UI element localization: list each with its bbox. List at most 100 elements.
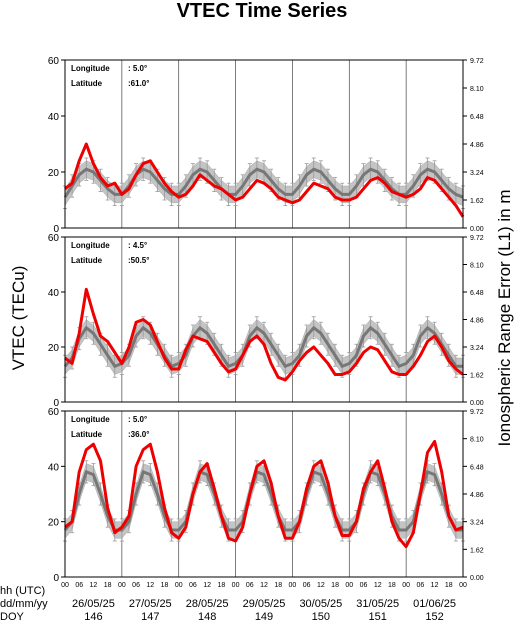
hour-tick-label: 12 — [431, 582, 439, 589]
date-label: 26/05/25 — [72, 598, 115, 610]
latitude-label: Latitude — [71, 430, 103, 439]
right-tick-label: 9.72 — [470, 409, 484, 416]
hour-tick-label: 18 — [331, 582, 339, 589]
hour-tick-label: 06 — [416, 582, 424, 589]
right-tick-label: 3.24 — [470, 170, 484, 177]
right-tick-label: 0.00 — [470, 575, 484, 582]
hour-tick-label: 12 — [317, 582, 325, 589]
date-label: 28/05/25 — [186, 598, 229, 610]
y-tick-label: 40 — [48, 288, 60, 299]
hour-tick-label: 06 — [189, 582, 197, 589]
chart-title: VTEC Time Series — [177, 0, 348, 22]
right-tick-label: 3.24 — [470, 345, 484, 352]
date-label: 31/05/25 — [356, 598, 399, 610]
right-tick-label: 3.24 — [470, 520, 484, 527]
hour-tick-label: 00 — [118, 582, 126, 589]
right-axis-label: Ionospheric Range Error (L1) in m — [495, 189, 514, 446]
latitude-label: Latitude — [71, 256, 103, 265]
right-tick-label: 4.86 — [470, 318, 484, 325]
right-tick-label: 8.10 — [470, 437, 484, 444]
right-tick-label: 4.86 — [470, 142, 484, 149]
right-tick-label: 6.48 — [470, 114, 484, 121]
latitude-label: Latitude — [71, 79, 103, 88]
y-axis-label: VTEC (TECu) — [9, 266, 28, 371]
model-series-line — [63, 469, 463, 532]
hour-tick-label: 00 — [459, 582, 467, 589]
doy-label: 146 — [84, 611, 102, 623]
longitude-value: : 4.5° — [128, 241, 147, 250]
right-tick-label: 9.72 — [470, 58, 484, 65]
time-axis: hh (UTC) dd/mm/yy DOY 00 06 12 18 00 06 12 18 00… — [0, 582, 467, 623]
latitude-value: :50.5° — [128, 256, 149, 265]
y-tick-label: 20 — [48, 343, 60, 354]
panel-frame — [64, 236, 464, 403]
date-label: 27/05/25 — [129, 598, 172, 610]
y-tick-label: 40 — [48, 112, 60, 123]
y-tick-label: 60 — [48, 56, 60, 67]
doy-label: 151 — [369, 611, 387, 623]
hour-tick-label: 00 — [232, 582, 240, 589]
latitude-value: :61.0° — [128, 79, 149, 88]
observed-series-line — [64, 142, 465, 218]
longitude-value: : 5.0° — [128, 64, 147, 73]
y-tick-label: 60 — [48, 407, 60, 418]
hour-tick-label: 00 — [402, 582, 410, 589]
y-tick-label: 40 — [48, 462, 60, 473]
right-tick-label: 4.86 — [470, 492, 484, 499]
latitude-value: :36.0° — [128, 430, 149, 439]
date-row-label: dd/mm/yy — [0, 598, 48, 610]
y-tick-label: 20 — [48, 518, 60, 529]
right-tick-label: 8.10 — [470, 263, 484, 270]
longitude-value: : 5.0° — [128, 415, 147, 424]
right-tick-label: 1.62 — [470, 373, 484, 380]
right-tick-label: 6.48 — [470, 290, 484, 297]
doy-label: 148 — [198, 611, 216, 623]
panel-2: 0 20 40 60 0.00 1.62 3.24 4.86 6.48 8.10 9.72 Longi… — [48, 233, 484, 409]
right-tick-label: 0.00 — [470, 226, 484, 233]
right-tick-label: 1.62 — [470, 198, 484, 205]
hour-tick-label: 06 — [132, 582, 140, 589]
date-label: 01/06/25 — [413, 598, 456, 610]
panels: 0 20 40 60 0.00 1.62 3.24 4.86 6.48 8.10 9.72 Longi… — [48, 56, 484, 584]
hour-tick-label: 18 — [161, 582, 169, 589]
panel-1: 0 20 40 60 0.00 1.62 3.24 4.86 6.48 8.10 9.72 Longi… — [48, 56, 484, 235]
longitude-label: Longitude — [71, 241, 110, 250]
hour-tick-label: 12 — [90, 582, 98, 589]
hour-tick-label: 12 — [260, 582, 268, 589]
model-series-line — [63, 325, 463, 369]
hour-tick-label: 18 — [274, 582, 282, 589]
doy-label: 152 — [425, 611, 443, 623]
hour-tick-label: 18 — [388, 582, 396, 589]
hour-tick-label: 06 — [360, 582, 368, 589]
hour-tick-label: 18 — [217, 582, 225, 589]
hour-tick-label: 00 — [175, 582, 183, 589]
hour-tick-label: 12 — [203, 582, 211, 589]
y-tick-label: 0 — [53, 398, 59, 409]
doy-label: 147 — [141, 611, 159, 623]
longitude-label: Longitude — [71, 64, 110, 73]
right-tick-label: 8.10 — [470, 86, 484, 93]
date-label: 29/05/25 — [243, 598, 286, 610]
observed-series-line — [64, 287, 464, 382]
y-tick-label: 20 — [48, 168, 60, 179]
y-tick-label: 0 — [53, 224, 59, 235]
panel-frame — [64, 410, 464, 578]
longitude-label: Longitude — [71, 415, 110, 424]
right-tick-label: 6.48 — [470, 464, 484, 471]
hour-tick-label: 18 — [104, 582, 112, 589]
panel-3: 0 20 40 60 0.00 1.62 3.24 4.86 6.48 8.10 9.72 Longi… — [48, 407, 484, 584]
hour-tick-label: 18 — [445, 582, 453, 589]
hour-tick-label: 06 — [246, 582, 254, 589]
right-tick-label: 1.62 — [470, 547, 484, 554]
right-tick-label: 9.72 — [470, 235, 484, 242]
doy-label: 150 — [312, 611, 330, 623]
hour-tick-label: 12 — [374, 582, 382, 589]
observed-series-line — [64, 439, 464, 549]
hour-tick-label: 00 — [289, 582, 297, 589]
date-label: 30/05/25 — [299, 598, 342, 610]
hour-tick-label: 00 — [61, 582, 69, 589]
doy-row-label: DOY — [0, 611, 25, 623]
hour-tick-label: 06 — [303, 582, 311, 589]
y-tick-label: 0 — [53, 573, 59, 584]
